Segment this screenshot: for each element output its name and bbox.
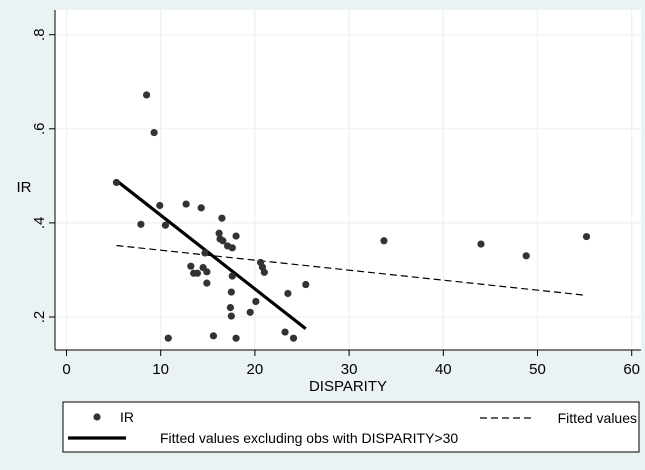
- scatter-point: [227, 288, 235, 296]
- legend-label-fitted-excluding: Fitted values excluding obs with DISPARI…: [160, 430, 458, 446]
- x-tick-label: 30: [341, 361, 358, 378]
- scatter-point: [289, 334, 298, 342]
- y-tick-label: .4: [31, 217, 48, 230]
- scatter-point: [284, 289, 292, 298]
- scatter-point: [228, 272, 236, 280]
- y-tick-label: .6: [31, 123, 48, 136]
- x-axis-title: DISPARITY: [309, 378, 387, 395]
- scatter-point: [182, 200, 190, 208]
- grid-x: [65, 10, 633, 350]
- scatter-point: [302, 280, 310, 289]
- legend-box: [62, 401, 640, 453]
- scatter-point: [522, 252, 530, 260]
- plot-area: [55, 10, 641, 350]
- scatter-point: [246, 308, 254, 316]
- x-tick-label: 20: [247, 361, 264, 378]
- fitted-values-line: [116, 244, 587, 296]
- scatter-point: [142, 91, 151, 99]
- scatter-point: [218, 214, 226, 222]
- fitted-values-excluding-line: [115, 179, 307, 331]
- scatter-point: [164, 334, 172, 342]
- scatter-point: [161, 221, 170, 229]
- x-tick-label: 50: [529, 361, 546, 378]
- scatter-point: [232, 334, 240, 342]
- x-axis-ticks: 0 10 20 30 40 50 60: [62, 350, 640, 378]
- scatter-point: [227, 312, 235, 320]
- scatter-point: [112, 178, 121, 187]
- scatter-point: [252, 297, 260, 306]
- scatter-point: [150, 128, 158, 137]
- scatter-point: [219, 237, 227, 245]
- legend-marker-ir: [93, 413, 101, 421]
- scatter-points: [112, 91, 591, 342]
- scatter-point: [232, 232, 240, 240]
- scatter-point: [281, 328, 289, 336]
- scatter-point: [201, 249, 209, 257]
- grid-y: [55, 34, 641, 318]
- scatter-point: [137, 220, 145, 228]
- scatter-point: [226, 303, 235, 312]
- scatter-point: [477, 240, 485, 248]
- scatter-point: [193, 269, 202, 277]
- y-tick-label: .2: [31, 311, 48, 324]
- scatter-point: [582, 232, 591, 241]
- series-lines: [115, 179, 587, 331]
- x-tick-label: 40: [435, 361, 452, 378]
- scatter-point: [156, 201, 164, 210]
- y-tick-label: .8: [31, 28, 48, 41]
- x-tick-label: 0: [62, 361, 70, 378]
- scatter-point: [203, 279, 211, 287]
- x-tick-label: 60: [623, 361, 640, 378]
- y-axis-ticks: .2 .4 .6 .8: [31, 28, 55, 323]
- scatter-point: [203, 268, 211, 276]
- scatter-point: [228, 244, 236, 252]
- y-axis-title: IR: [17, 179, 32, 196]
- scatter-point: [380, 237, 388, 245]
- scatter-point: [215, 229, 223, 237]
- legend-label-fitted: Fitted values: [558, 410, 637, 426]
- x-tick-label: 10: [152, 361, 169, 378]
- scatter-point: [197, 204, 205, 212]
- scatter-point: [209, 332, 218, 340]
- legend-label-ir: IR: [120, 409, 134, 425]
- scatter-point: [260, 268, 268, 276]
- scatter-point: [187, 262, 195, 270]
